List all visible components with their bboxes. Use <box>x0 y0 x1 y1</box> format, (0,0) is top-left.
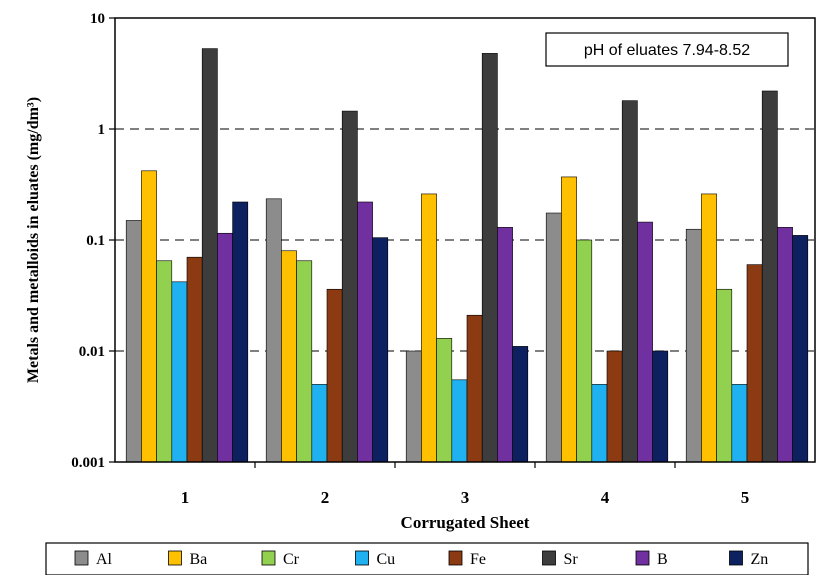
x-tick-label: 2 <box>321 488 330 507</box>
legend-label-cr: Cr <box>283 551 300 568</box>
x-tick-label: 1 <box>181 488 190 507</box>
x-tick-label: 4 <box>601 488 610 507</box>
x-tick-label: 5 <box>741 488 750 507</box>
bar-cr-3 <box>436 338 453 463</box>
plot-frame <box>114 17 816 463</box>
bar-fe-2 <box>326 288 343 463</box>
bars <box>125 48 809 463</box>
legend-label-b: B <box>657 551 668 568</box>
bar-fe-1 <box>186 256 203 463</box>
bar-al-4 <box>545 212 562 463</box>
bar-cu-1 <box>171 281 188 463</box>
y-tick-label: 1 <box>98 122 106 138</box>
bar-sr-4 <box>621 100 638 463</box>
bar-cr-5 <box>716 288 733 463</box>
bar-sr-3 <box>481 53 498 463</box>
x-axis-label: Corrugated Sheet <box>401 513 530 532</box>
bar-ba-4 <box>561 176 577 463</box>
bar-al-1 <box>125 220 142 463</box>
bar-cr-1 <box>156 260 173 463</box>
bar-cu-3 <box>451 379 468 463</box>
legend-label-al: Al <box>96 551 113 568</box>
bar-cu-2 <box>311 384 328 463</box>
legend-swatch-fe <box>448 550 463 566</box>
legend-swatch-cr <box>261 550 276 566</box>
bar-ba-3 <box>421 193 437 463</box>
bar-al-5 <box>685 228 702 463</box>
annotation-box: pH of eluates 7.94-8.52 <box>545 32 789 67</box>
legend-swatch-cu <box>355 550 369 566</box>
bar-ba-1 <box>141 170 157 463</box>
bar-zn-5 <box>792 235 809 463</box>
bar-sr-1 <box>201 48 218 463</box>
x-axis-ticks: 1 2 3 4 5 <box>181 462 750 507</box>
bar-zn-4 <box>652 350 669 463</box>
y-tick-label: 0.1 <box>86 233 105 249</box>
bar-sr-5 <box>761 90 778 463</box>
y-axis-label: Metals and metalloids in eluates (mg/dm³… <box>25 97 42 383</box>
bar-cu-4 <box>591 384 608 463</box>
bar-al-3 <box>405 350 422 463</box>
ph-annotation: pH of eluates 7.94-8.52 <box>584 42 750 59</box>
y-tick-label: 0.001 <box>71 455 105 471</box>
gridlines <box>115 128 815 352</box>
y-tick-label: 10 <box>90 11 105 27</box>
bar-b-3 <box>497 227 513 463</box>
bar-fe-3 <box>466 314 483 463</box>
legend-swatch-ba <box>168 550 182 566</box>
bar-cr-2 <box>296 260 313 463</box>
y-axis-ticks: 10 1 0.1 0.01 0.001 <box>71 11 115 471</box>
bar-ba-2 <box>281 250 297 463</box>
bar-al-2 <box>265 198 282 463</box>
legend-label-sr: Sr <box>564 551 579 568</box>
legend-label-cu: Cu <box>377 551 396 568</box>
bar-zn-1 <box>232 201 249 463</box>
legend-label-fe: Fe <box>470 551 486 568</box>
legend: Al Ba Cr Cu Fe Sr B Zn <box>45 542 809 575</box>
bar-fe-5 <box>746 264 763 463</box>
bar-ba-5 <box>701 193 717 463</box>
bar-b-1 <box>217 232 233 463</box>
legend-swatch-al <box>74 550 89 566</box>
legend-swatch-zn <box>729 550 743 566</box>
bar-zn-3 <box>512 346 529 463</box>
bar-b-2 <box>357 201 373 463</box>
bar-zn-2 <box>372 237 389 463</box>
bar-cr-4 <box>576 239 593 463</box>
bar-sr-2 <box>341 110 358 463</box>
bar-cu-5 <box>731 384 748 463</box>
legend-swatch-sr <box>542 550 556 566</box>
legend-label-zn: Zn <box>751 551 769 568</box>
x-tick-label: 3 <box>461 488 470 507</box>
y-tick-label: 0.01 <box>79 344 105 360</box>
legend-label-ba: Ba <box>190 551 208 568</box>
legend-swatch-b <box>635 550 650 566</box>
bar-fe-4 <box>606 350 623 463</box>
legend-frame <box>45 542 809 575</box>
bar-b-4 <box>637 221 653 463</box>
bar-b-5 <box>777 227 793 463</box>
